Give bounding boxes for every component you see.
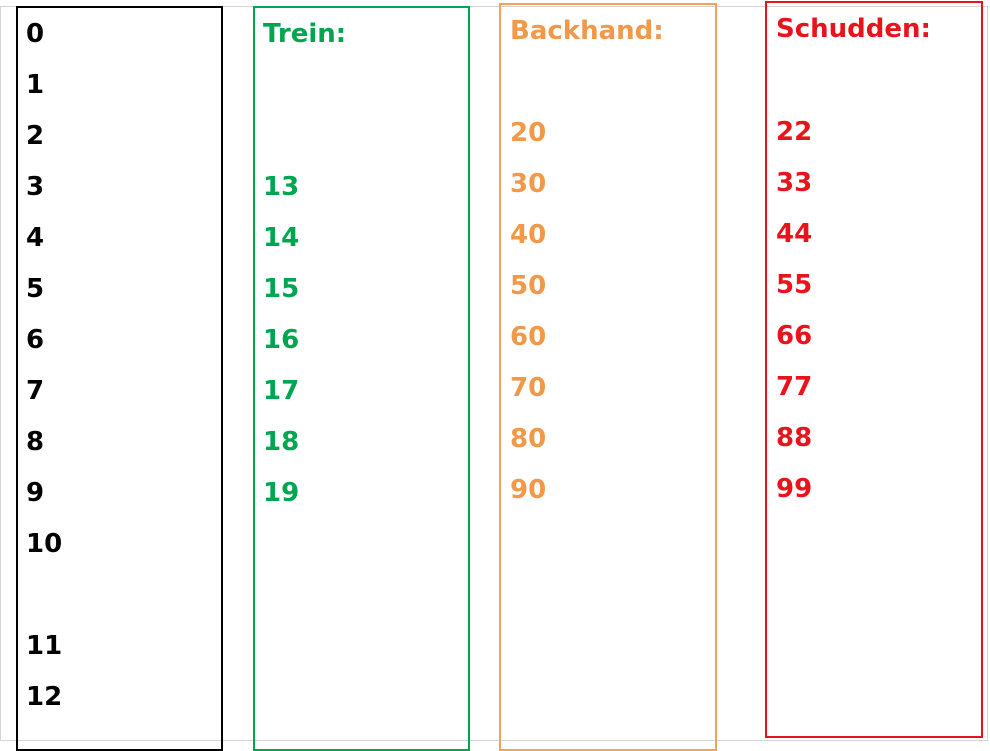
list-item: 1 — [26, 70, 45, 100]
list-item: 66 — [776, 321, 813, 351]
list-item: 88 — [776, 423, 813, 453]
list-item: 3 — [26, 172, 45, 202]
list-item: 0 — [26, 19, 45, 49]
list-item: 16 — [263, 325, 300, 355]
list-item: 50 — [510, 271, 547, 301]
list-item: 7 — [26, 376, 45, 406]
list-item: 22 — [776, 117, 813, 147]
schudden-heading: Schudden: — [776, 14, 931, 44]
list-item: 33 — [776, 168, 813, 198]
list-item: 90 — [510, 475, 547, 505]
list-item: 17 — [263, 376, 300, 406]
list-item: 14 — [263, 223, 300, 253]
list-item: 10 — [26, 529, 63, 559]
trein-heading: Trein: — [263, 19, 347, 49]
list-item: 11 — [26, 631, 63, 661]
list-item: 9 — [26, 478, 45, 508]
list-item: 12 — [26, 682, 63, 712]
list-item: 6 — [26, 325, 45, 355]
list-item: 13 — [263, 172, 300, 202]
list-item: 80 — [510, 424, 547, 454]
list-item: 19 — [263, 478, 300, 508]
list-item: 70 — [510, 373, 547, 403]
list-item: 40 — [510, 220, 547, 250]
list-item: 99 — [776, 474, 813, 504]
list-item: 77 — [776, 372, 813, 402]
list-item: 60 — [510, 322, 547, 352]
list-item: 20 — [510, 118, 547, 148]
list-item: 55 — [776, 270, 813, 300]
list-item: 5 — [26, 274, 45, 304]
page-frame — [0, 6, 988, 741]
list-item: 30 — [510, 169, 547, 199]
list-item: 18 — [263, 427, 300, 457]
list-item: 8 — [26, 427, 45, 457]
list-item: 4 — [26, 223, 45, 253]
list-item: 15 — [263, 274, 300, 304]
backhand-heading: Backhand: — [510, 16, 664, 46]
list-item: 2 — [26, 121, 45, 151]
schudden-column — [765, 1, 983, 738]
list-item: 44 — [776, 219, 813, 249]
